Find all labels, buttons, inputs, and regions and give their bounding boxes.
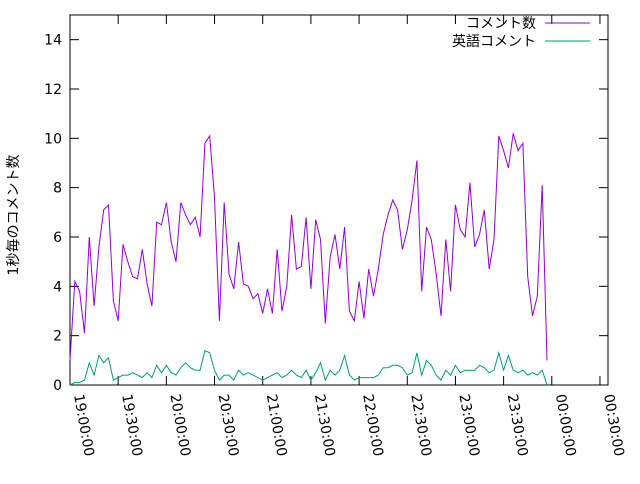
x-tick-label: 00:30:00 — [600, 393, 627, 458]
y-tick-label: 10 — [44, 131, 62, 147]
x-tick-label: 20:00:00 — [166, 393, 193, 458]
y-tick-label: 4 — [53, 279, 62, 295]
legend-label: コメント数 — [466, 16, 536, 32]
y-tick-label: 8 — [53, 181, 62, 197]
y-tick-label: 6 — [53, 230, 62, 246]
series-line-1 — [69, 133, 548, 361]
series-line-2 — [69, 349, 548, 386]
x-tick-label: 23:30:00 — [504, 393, 531, 458]
y-tick-label: 2 — [53, 329, 62, 345]
x-tick-label: 21:00:00 — [263, 393, 290, 458]
x-tick-label: 21:30:00 — [311, 393, 338, 458]
x-tick-label: 00:00:00 — [552, 393, 579, 458]
y-axis-label: 1秒毎のコメント数 — [6, 155, 22, 276]
y-tick-label: 14 — [44, 33, 62, 49]
x-tick-label: 19:00:00 — [70, 393, 97, 458]
legend-label: 英語コメント — [452, 33, 536, 50]
plot-frame — [69, 14, 609, 386]
x-tick-label: 19:30:00 — [118, 393, 145, 458]
x-tick-label: 23:00:00 — [455, 393, 482, 458]
x-tick-label: 22:00:00 — [359, 393, 386, 458]
x-tick-label: 20:30:00 — [215, 393, 242, 458]
x-tick-label: 22:30:00 — [407, 393, 434, 458]
y-tick-label: 12 — [44, 82, 62, 98]
y-tick-label: 0 — [53, 378, 62, 394]
